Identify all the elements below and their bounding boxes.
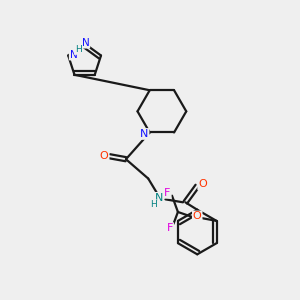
Text: N: N [154, 193, 163, 203]
Text: O: O [100, 151, 109, 161]
Text: N: N [70, 50, 77, 60]
Text: N: N [82, 38, 89, 48]
Text: H: H [75, 45, 81, 54]
Text: O: O [198, 179, 207, 190]
Text: O: O [193, 212, 202, 221]
Text: F: F [167, 223, 173, 233]
Text: H: H [150, 200, 157, 209]
Text: N: N [140, 129, 148, 139]
Text: F: F [164, 188, 171, 198]
